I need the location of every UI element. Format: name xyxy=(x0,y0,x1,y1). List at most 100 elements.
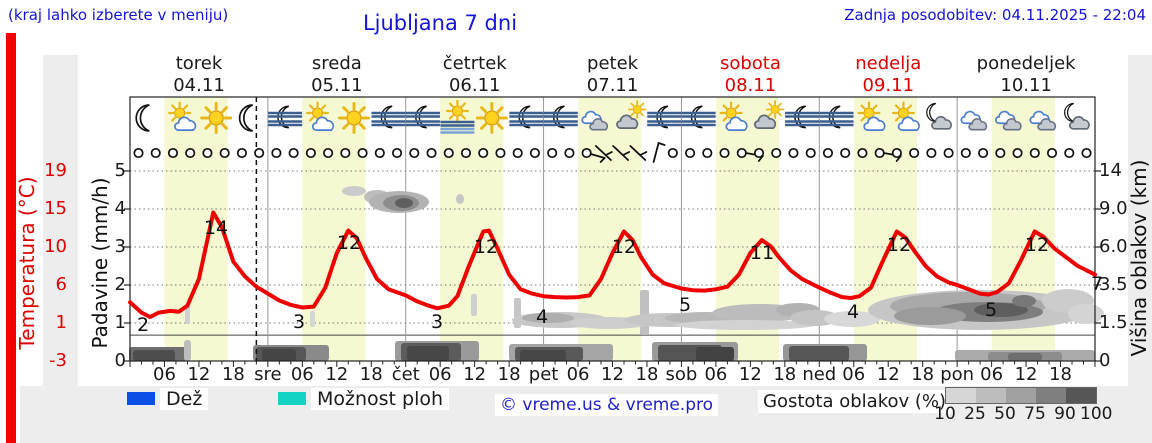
sun-cloud-icon xyxy=(307,103,333,131)
fog-bar xyxy=(509,344,613,361)
wind-symbol-calm xyxy=(857,147,868,159)
cloud-height-tick-label: 9.0 xyxy=(1099,198,1128,219)
cloud-density-legend-label: Gostota oblakov (%) xyxy=(758,390,952,413)
wind-symbol-calm xyxy=(753,147,765,159)
fog-bar xyxy=(407,346,449,361)
cloud-blob xyxy=(868,290,1092,330)
moon-fog-icon xyxy=(785,106,819,128)
wind-symbol-calm xyxy=(788,147,799,159)
wind-symbol-calm xyxy=(1046,147,1058,159)
left-accent-bar xyxy=(6,33,16,443)
wind-symbol-calm xyxy=(1064,147,1075,159)
wind-symbol-calm xyxy=(323,147,334,159)
temperature-value-label: 12 xyxy=(474,236,498,258)
cloud-blob xyxy=(712,304,808,322)
wind-symbol-calm xyxy=(305,147,316,159)
moon-fog-icon xyxy=(371,106,405,128)
fog-bar xyxy=(253,345,329,361)
fog-bar xyxy=(262,349,296,361)
gradient-segment xyxy=(946,388,976,403)
wind-symbol-calm xyxy=(1081,147,1092,159)
wind-symbol-calm xyxy=(202,147,213,159)
fog-bar xyxy=(1008,353,1042,361)
moon-icon xyxy=(135,104,151,132)
hour-label: 06 xyxy=(428,364,452,385)
cloud-blob xyxy=(675,320,815,330)
wind-symbol-calm xyxy=(236,147,247,159)
daylight-band xyxy=(578,97,642,361)
day-date-label: 10.11 xyxy=(1000,75,1052,96)
moon-cloud-icon xyxy=(927,103,951,128)
wind-symbol-calm xyxy=(529,147,540,159)
temperature-value-label: 12 xyxy=(887,234,911,256)
daylight-band xyxy=(302,97,366,361)
cloud-blob xyxy=(395,198,413,208)
cloud-blob xyxy=(364,190,390,204)
moon-fog-icon xyxy=(647,106,681,128)
wind-symbol-tail-long xyxy=(874,147,902,162)
fog-bar xyxy=(783,344,867,361)
rain-legend-label: Dež xyxy=(160,388,209,410)
precipitation-tick-label: 0 xyxy=(114,350,126,371)
wind-symbol-calm xyxy=(909,147,920,159)
cloud-height-axis-band xyxy=(1128,55,1152,443)
temperature-tick-label: 10 xyxy=(44,236,67,257)
rain-legend-swatch xyxy=(127,392,155,405)
gradient-segment xyxy=(1006,388,1036,403)
hour-label: 06 xyxy=(290,364,314,385)
gradient-segment xyxy=(976,388,1006,403)
daylight-band xyxy=(164,97,228,361)
cloud-blob xyxy=(974,303,1028,317)
plot-border xyxy=(129,96,1096,362)
precipitation-tick-label: 3 xyxy=(114,236,126,257)
hour-label: 06 xyxy=(980,364,1004,385)
fog-bar xyxy=(652,342,738,361)
moon-icon xyxy=(238,104,254,132)
daylight-band xyxy=(440,97,504,361)
day-abbr-label: sob xyxy=(665,364,698,385)
cloud-blob xyxy=(471,294,477,316)
copyright-link[interactable]: © vreme.us & vreme.pro xyxy=(495,394,719,416)
temperature-value-label: 5 xyxy=(985,299,997,321)
hour-label: 06 xyxy=(566,364,590,385)
wind-symbol-calm xyxy=(960,147,971,159)
clouds-icon xyxy=(1029,110,1057,131)
wind-symbol-tail-long xyxy=(736,147,764,162)
cloud-height-tick-label: 14 xyxy=(1099,160,1122,181)
wind-symbol-calm xyxy=(254,147,265,159)
hour-label: 12 xyxy=(738,364,762,385)
wind-symbol-calm xyxy=(357,147,368,159)
wind-symbol-calm xyxy=(702,147,713,159)
day-date-label: 07.11 xyxy=(586,75,639,96)
hour-label: 18 xyxy=(497,364,521,385)
cloud-sun-icon xyxy=(755,101,784,128)
daylight-band xyxy=(853,97,917,361)
cloud-blob xyxy=(1042,289,1094,313)
sun-icon xyxy=(200,102,233,134)
wind-symbol-calm xyxy=(460,147,472,159)
cloud-blob xyxy=(790,310,840,326)
cloud-blob xyxy=(776,303,820,317)
day-abbr-label: pon xyxy=(940,364,975,385)
hour-label: 06 xyxy=(842,364,866,385)
wind-symbol-calm xyxy=(288,147,299,159)
wind-symbol-calm xyxy=(219,147,230,159)
wind-symbol-barb xyxy=(612,145,631,161)
moon-fog-icon xyxy=(406,106,440,128)
wind-symbol-calm xyxy=(667,147,678,159)
hour-label: 12 xyxy=(601,364,624,385)
fog-bar xyxy=(184,340,191,361)
precipitation-tick-label: 1 xyxy=(114,312,126,333)
hour-label: 12 xyxy=(876,364,900,385)
sun-cloud-icon xyxy=(893,103,919,131)
cloud-blob xyxy=(890,292,1046,320)
wind-symbol-calm xyxy=(374,147,385,159)
wind-symbol-calm xyxy=(995,147,1006,159)
hour-label: 18 xyxy=(911,364,935,385)
cloud-height-tick-label: 1.5 xyxy=(1099,312,1128,333)
fog-bar xyxy=(256,347,306,361)
day-name-label: torek xyxy=(175,53,223,74)
day-abbr-label: ned xyxy=(802,364,837,385)
sun-cloud-icon xyxy=(169,103,195,131)
